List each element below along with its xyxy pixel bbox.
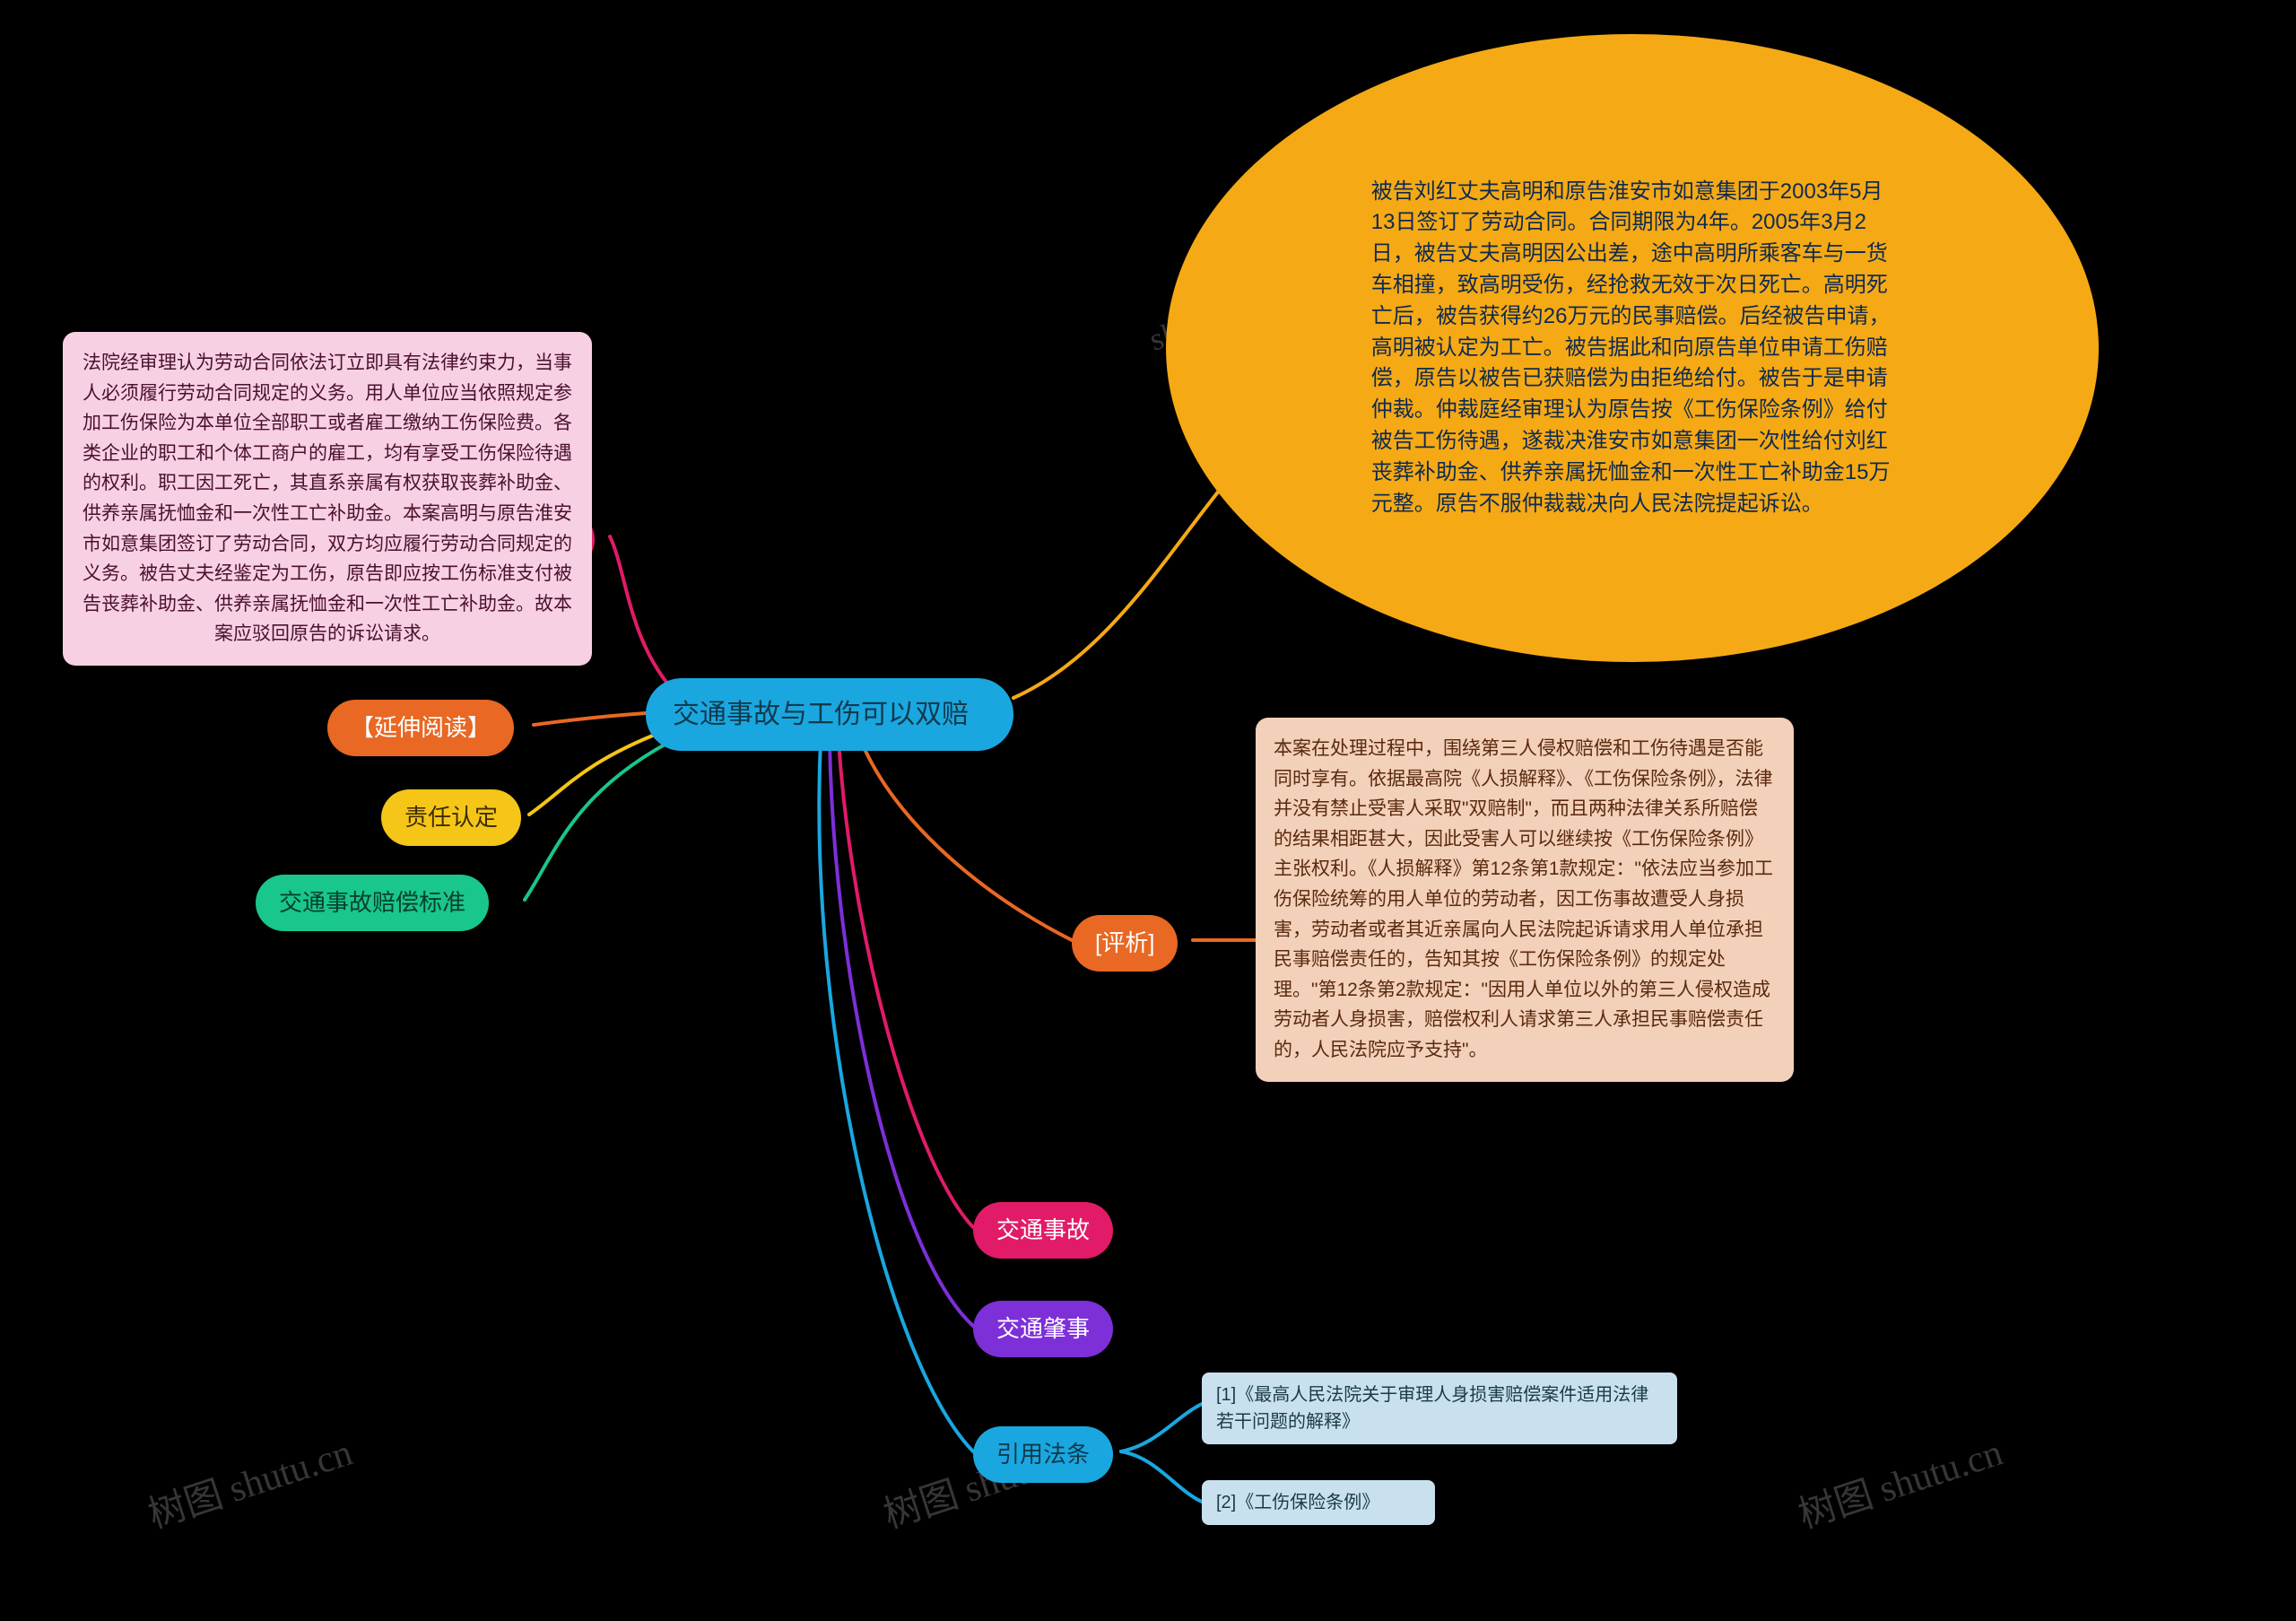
mindmap-canvas: 树图 shutu.cn 树图 shutu.cn 树图 shutu.cn shut… [0,0,2296,1621]
citation-leaf: [1]《最高人民法院关于审理人身损害赔偿案件适用法律若干问题的解释》 [1202,1373,1677,1444]
analysis-content-box: 本案在处理过程中，围绕第三人侵权赔偿和工伤待遇是否能同时享有。依据最高院《人损解… [1256,718,1794,1082]
center-node[interactable]: 交通事故与工伤可以双赔 [646,678,1013,751]
trial-content-box: 法院经审理认为劳动合同依法订立即具有法律约束力，当事人必须履行劳动合同规定的义务… [63,332,592,666]
branch-compensation-standard[interactable]: 交通事故赔偿标准 [256,875,489,931]
case-facts-ellipse: 被告刘红丈夫高明和原告淮安市如意集团于2003年5月13日签订了劳动合同。合同期… [1166,34,2099,662]
branch-traffic-cause[interactable]: 交通肇事 [973,1301,1113,1357]
watermark: 树图 shutu.cn [140,1422,358,1539]
branch-liability[interactable]: 责任认定 [381,789,521,846]
branch-citations[interactable]: 引用法条 [973,1426,1113,1483]
branch-traffic-accident[interactable]: 交通事故 [973,1202,1113,1259]
watermark: 树图 shutu.cn [1790,1422,2008,1539]
branch-analysis[interactable]: [评析] [1072,915,1178,972]
citation-leaf: [2]《工伤保险条例》 [1202,1480,1435,1525]
branch-extended-reading[interactable]: 【延伸阅读】 [327,700,514,756]
case-facts-text: 被告刘红丈夫高明和原告淮安市如意集团于2003年5月13日签订了劳动合同。合同期… [1371,177,1893,520]
